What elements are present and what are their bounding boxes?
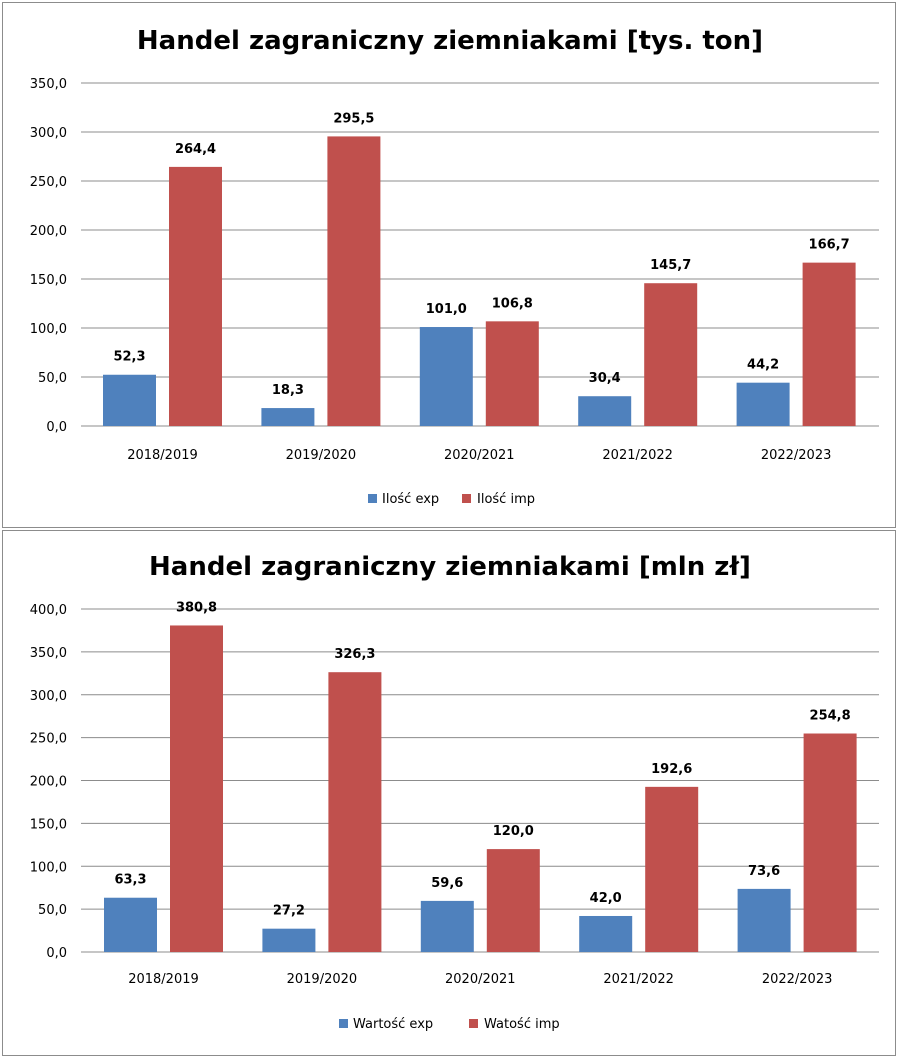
bar-exp: [737, 888, 791, 952]
data-label: 52,3: [113, 350, 145, 365]
x-category-label: 2021/2022: [602, 448, 673, 463]
y-tick-label: 200,0: [30, 224, 67, 239]
bar-imp: [328, 672, 382, 952]
bar-imp: [327, 136, 381, 426]
y-tick-label: 300,0: [30, 689, 67, 704]
x-category-label: 2018/2019: [128, 972, 199, 987]
data-label: 380,8: [176, 600, 217, 615]
legend-label: Wartość exp: [353, 1017, 433, 1032]
y-tick-label: 150,0: [30, 273, 67, 288]
legend-label: Ilość imp: [477, 492, 535, 507]
legend-swatch: [469, 1019, 478, 1028]
data-label: 18,3: [272, 383, 304, 398]
data-label: 44,2: [747, 358, 779, 373]
chart-title: Handel zagraniczny ziemniakami [tys. ton…: [137, 26, 763, 56]
bar-imp: [803, 733, 857, 952]
data-label: 254,8: [810, 709, 851, 724]
bar-exp: [420, 900, 474, 952]
bar-exp: [419, 327, 473, 426]
bar-exp: [578, 396, 632, 426]
data-label: 295,5: [333, 111, 374, 126]
data-label: 63,3: [114, 873, 146, 888]
bar-imp: [486, 849, 540, 952]
data-label: 73,6: [748, 864, 780, 879]
x-category-label: 2018/2019: [127, 448, 198, 463]
data-label: 106,8: [492, 296, 533, 311]
legend-label: Ilość exp: [382, 492, 439, 507]
chart-panel-quantity: Handel zagraniczny ziemniakami [tys. ton…: [2, 2, 896, 528]
y-tick-label: 400,0: [30, 603, 67, 618]
bar-exp: [103, 374, 156, 426]
legend-swatch: [462, 494, 471, 503]
chart-value: Handel zagraniczny ziemniakami [mln zł] 0…: [30, 552, 879, 1032]
y-tick-label: 0,0: [46, 420, 67, 435]
data-label: 27,2: [273, 904, 305, 919]
y-tick-label: 100,0: [30, 322, 67, 337]
data-label: 120,0: [493, 824, 534, 839]
y-tick-label: 0,0: [46, 946, 67, 961]
y-tick-label: 150,0: [30, 817, 67, 832]
x-category-label: 2019/2020: [287, 972, 358, 987]
y-tick-label: 250,0: [30, 732, 67, 747]
x-category-label: 2019/2020: [286, 448, 357, 463]
bar-imp: [644, 283, 698, 426]
legend-swatch: [368, 494, 377, 503]
data-label: 30,4: [589, 371, 621, 386]
y-tick-label: 300,0: [30, 126, 67, 141]
data-label: 166,7: [809, 238, 850, 253]
bar-imp: [170, 625, 223, 952]
x-category-label: 2022/2023: [762, 972, 833, 987]
chart-panel-value: Handel zagraniczny ziemniakami [mln zł] 0…: [2, 530, 896, 1056]
y-tick-label: 350,0: [30, 77, 67, 92]
legend-label: Watość imp: [484, 1017, 560, 1032]
data-label: 42,0: [590, 891, 622, 906]
data-label: 264,4: [175, 142, 216, 157]
bar-exp: [104, 897, 157, 952]
legend-swatch: [339, 1019, 348, 1028]
data-label: 192,6: [651, 762, 692, 777]
bar-imp: [485, 321, 539, 426]
chart-quantity: Handel zagraniczny ziemniakami [tys. ton…: [30, 26, 879, 507]
x-category-label: 2020/2021: [444, 448, 515, 463]
y-tick-label: 50,0: [38, 371, 67, 386]
bar-imp: [169, 166, 222, 426]
x-category-label: 2021/2022: [603, 972, 674, 987]
y-tick-label: 50,0: [38, 903, 67, 918]
bar-exp: [579, 915, 633, 952]
bar-exp: [736, 382, 790, 426]
y-tick-label: 200,0: [30, 775, 67, 790]
y-tick-label: 100,0: [30, 860, 67, 875]
bar-imp: [645, 786, 699, 952]
chart-title: Handel zagraniczny ziemniakami [mln zł]: [149, 552, 751, 582]
bar-imp: [802, 262, 856, 426]
data-label: 145,7: [650, 258, 691, 273]
data-label: 101,0: [426, 302, 467, 317]
data-label: 326,3: [334, 647, 375, 662]
bar-exp: [261, 408, 315, 426]
y-tick-label: 250,0: [30, 175, 67, 190]
y-tick-label: 350,0: [30, 646, 67, 661]
x-category-label: 2022/2023: [761, 448, 832, 463]
data-label: 59,6: [431, 876, 463, 891]
x-category-label: 2020/2021: [445, 972, 516, 987]
bar-exp: [262, 928, 316, 952]
